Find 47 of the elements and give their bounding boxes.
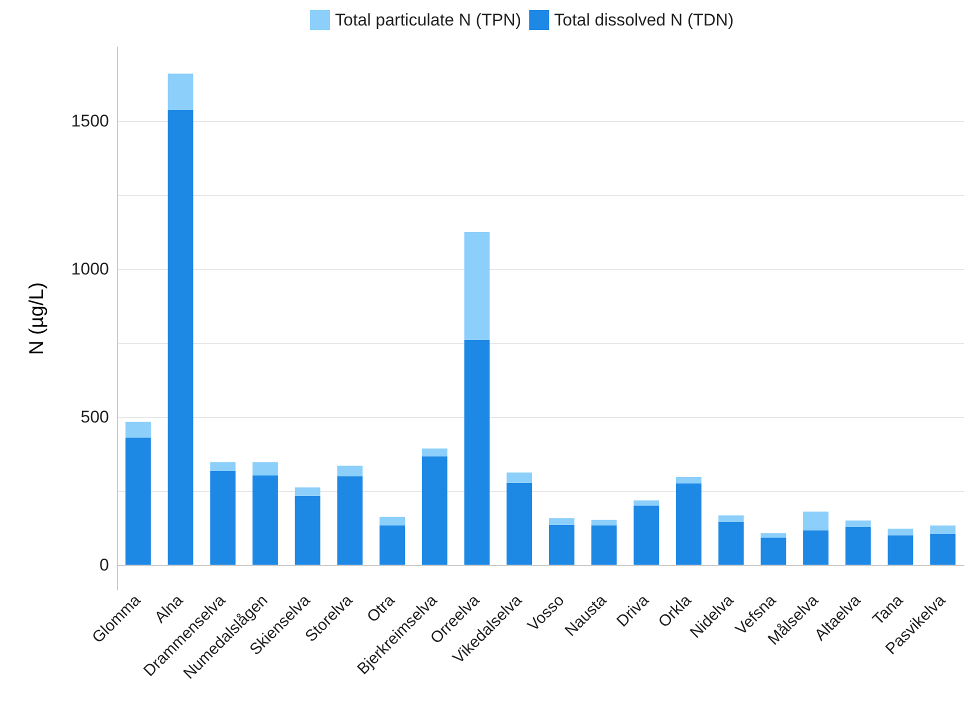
bar: [676, 476, 702, 484]
bar: [168, 74, 194, 110]
y-tick-label: 0: [100, 555, 109, 574]
bar: [591, 525, 617, 565]
bar: [930, 534, 956, 565]
bar: [210, 462, 236, 472]
y-tick-label: 1500: [71, 111, 109, 130]
bar: [125, 422, 151, 438]
bar: [888, 528, 914, 536]
bar: [888, 535, 914, 565]
bar: [252, 462, 278, 476]
bar: [634, 500, 660, 506]
y-tick-label: 1000: [71, 259, 109, 278]
bar: [591, 520, 617, 526]
bar: [676, 483, 702, 565]
bar: [380, 516, 405, 526]
bar: [845, 526, 871, 565]
bar: [464, 340, 490, 565]
bar: [464, 232, 490, 340]
bar: [930, 525, 956, 534]
bar: [294, 496, 320, 565]
legend-label: Total particulate N (TPN): [335, 10, 522, 30]
bar: [718, 515, 744, 522]
bar: [506, 472, 532, 483]
bar: [337, 466, 363, 476]
bar: [760, 533, 786, 538]
y-tick-label: 500: [80, 407, 109, 426]
bar: [718, 522, 744, 565]
bar: [337, 476, 363, 565]
bar: [803, 512, 828, 530]
y-axis-title: N (µg/L): [26, 282, 48, 355]
bar: [294, 487, 320, 496]
bar: [506, 482, 532, 565]
bar: [252, 475, 278, 565]
bar: [548, 518, 574, 525]
bar: [803, 530, 828, 565]
bar: [845, 520, 871, 527]
bar: [634, 506, 660, 565]
bar: [210, 471, 236, 565]
bar: [125, 438, 151, 565]
bar: [760, 538, 786, 565]
bar: [548, 524, 574, 565]
bar: [422, 448, 448, 456]
legend-label: Total dissolved N (TDN): [554, 10, 734, 30]
bar: [380, 525, 405, 565]
bar: [422, 456, 448, 565]
bar: [168, 110, 194, 565]
